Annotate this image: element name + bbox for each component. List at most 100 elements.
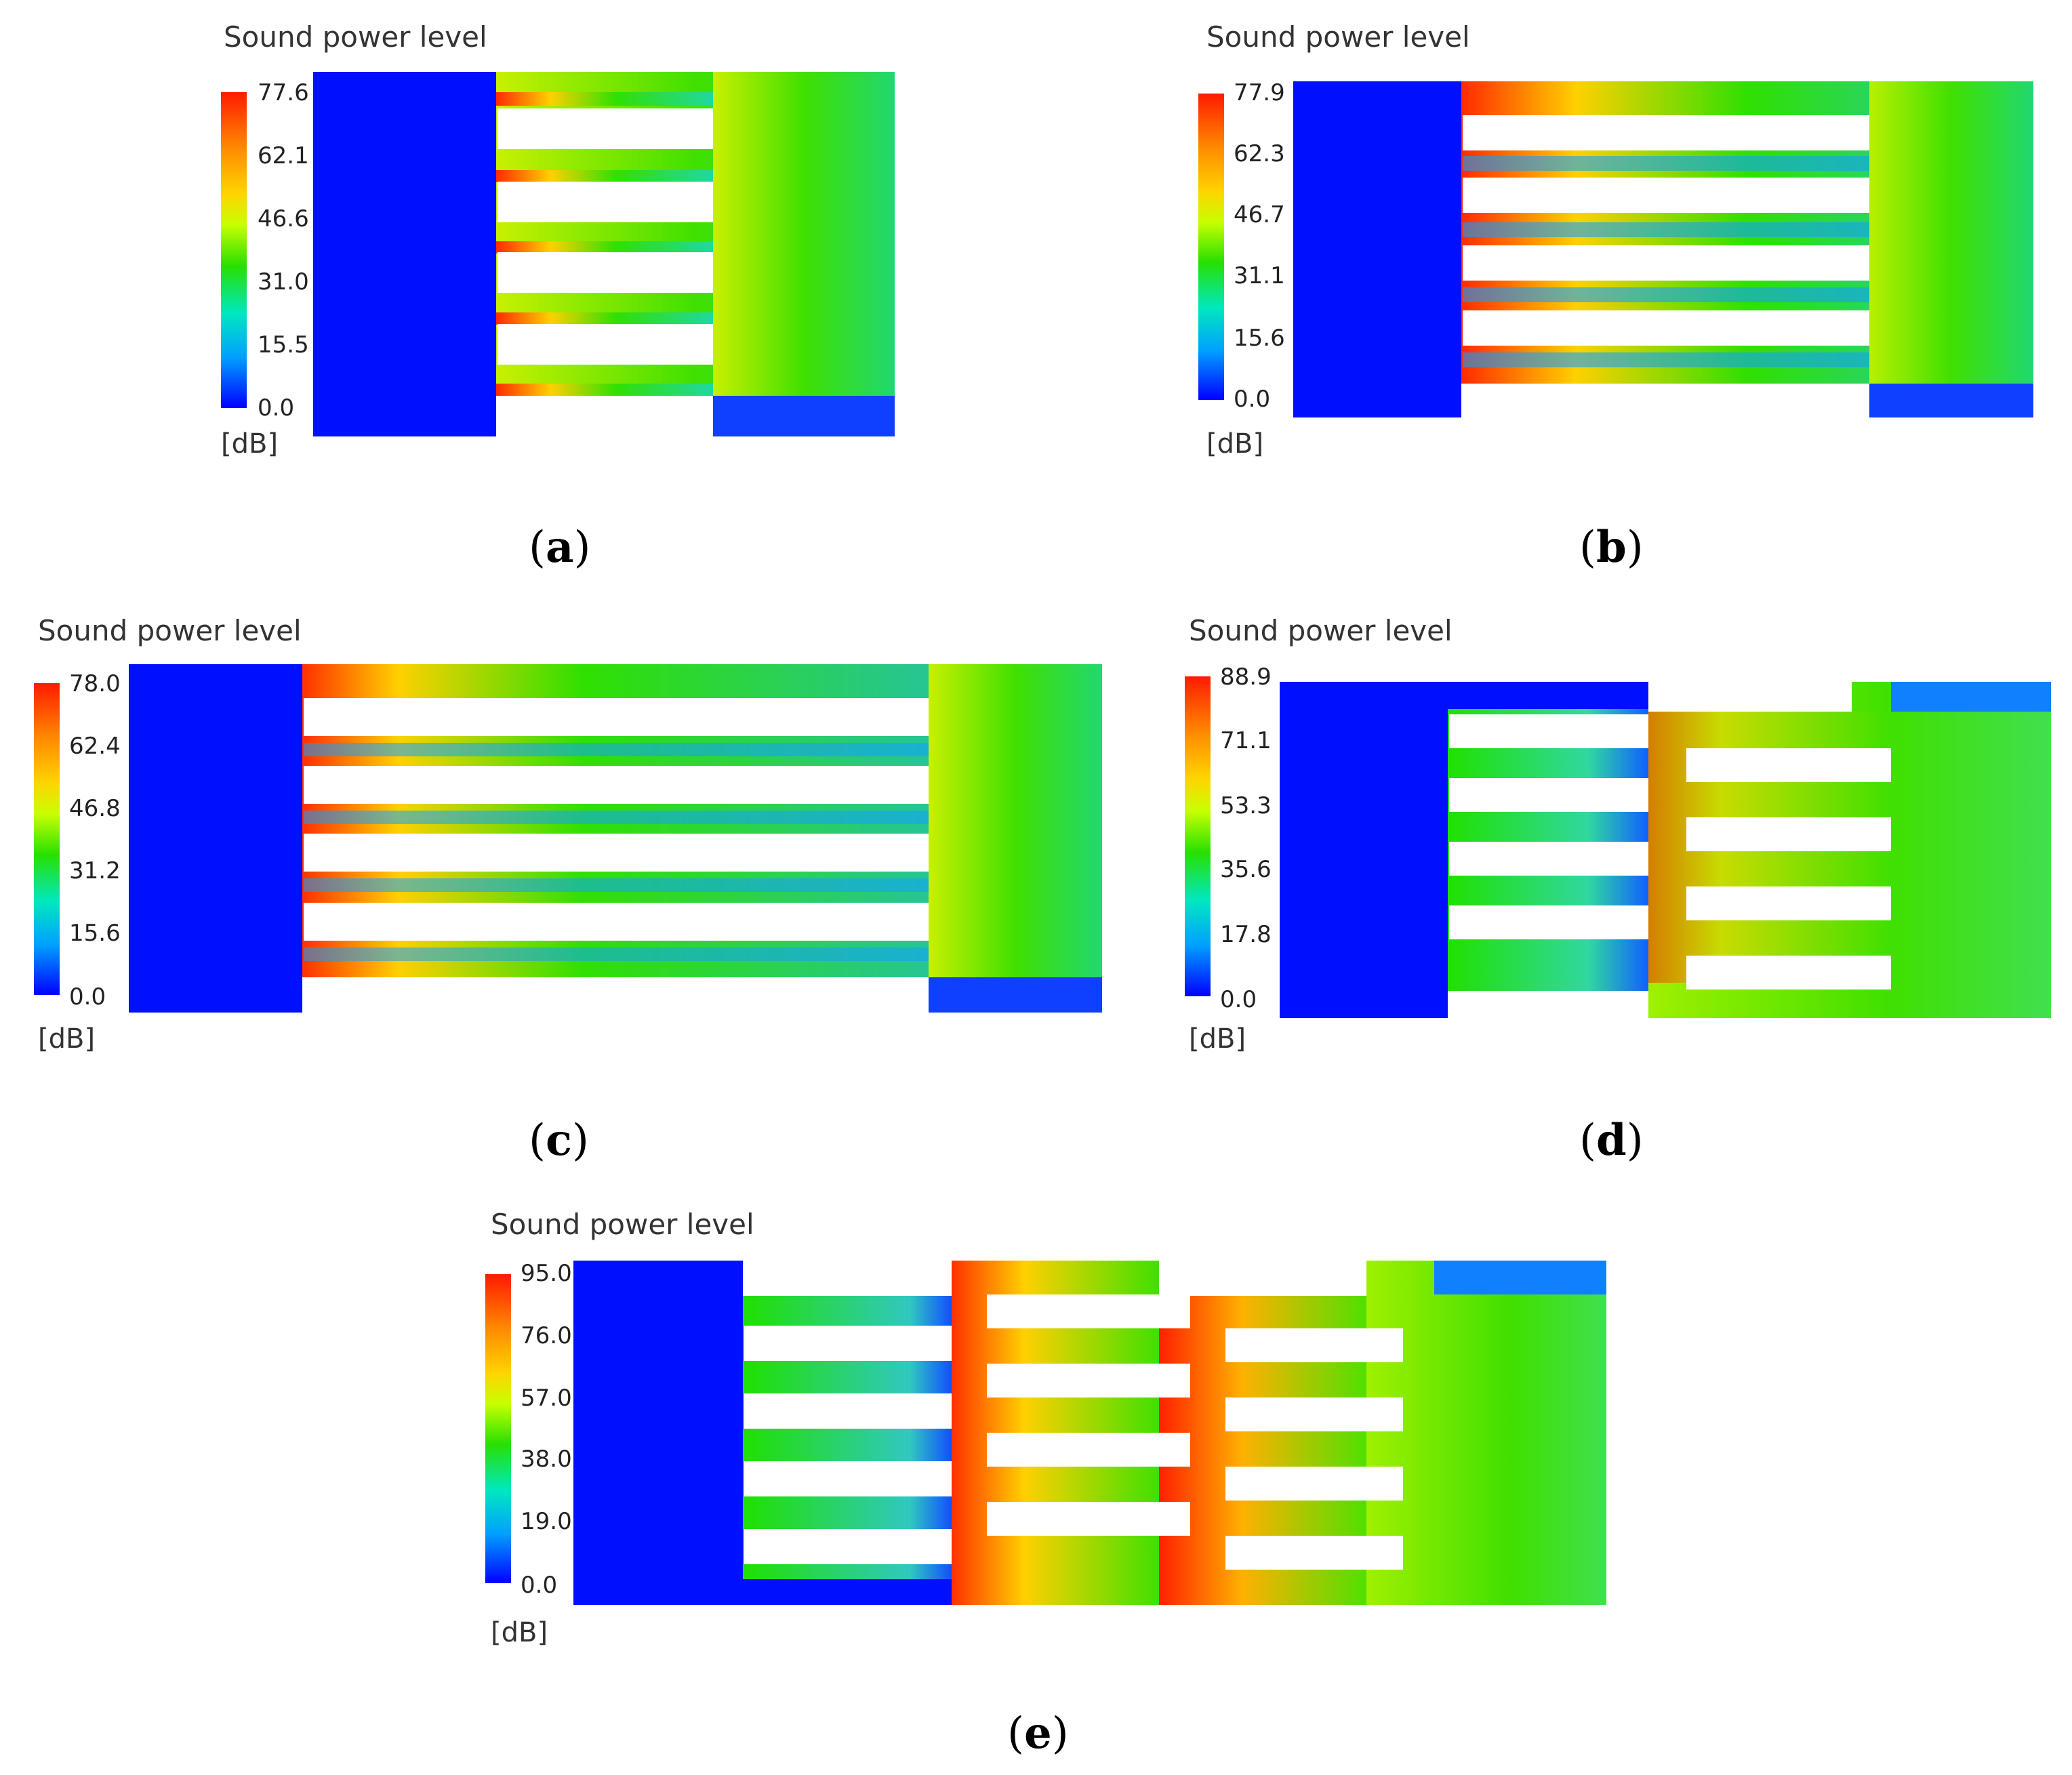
- panel-c-tick-5: 0.0: [69, 983, 106, 1011]
- panel-b-wake: [1463, 287, 1869, 302]
- panel-a-tick-4: 15.5: [258, 331, 309, 359]
- panel-a-outlet-corner: [713, 396, 895, 436]
- panel-d-unit: [dB]: [1189, 1023, 1246, 1055]
- panel-d-tick-3: 35.6: [1220, 856, 1272, 883]
- panel-d-tick-0: 88.9: [1220, 664, 1272, 691]
- panel-c-tick-1: 62.4: [69, 733, 121, 760]
- panel-a-title: Sound power level: [224, 20, 487, 54]
- panel-e-title: Sound power level: [491, 1208, 754, 1241]
- panel-d-tick-1: 71.1: [1220, 727, 1272, 754]
- panel-d-plate: [1449, 905, 1648, 939]
- panel-c-tick-4: 15.6: [69, 920, 121, 947]
- panel-d-tick-2: 53.3: [1220, 792, 1272, 819]
- panel-e-plate: [987, 1502, 1190, 1536]
- panel-a-inlet: [313, 72, 496, 436]
- panel-d-outlet-corner: [1891, 682, 2051, 712]
- panel-b-outlet: [1869, 81, 2033, 417]
- panel-b-tick-2: 46.7: [1234, 201, 1285, 228]
- panel-e-plate: [1225, 1467, 1403, 1501]
- panel-c-caption: (c): [529, 1115, 589, 1166]
- panel-c-plate: [304, 698, 929, 736]
- panel-d-caption: (d): [1579, 1115, 1644, 1166]
- panel-b-tick-3: 31.1: [1234, 262, 1285, 289]
- panel-d-title: Sound power level: [1189, 614, 1453, 647]
- panel-b-wake: [1463, 352, 1869, 367]
- panel-c-tick-0: 78.0: [69, 670, 121, 697]
- panel-e-plate: [744, 1461, 952, 1496]
- panel-b-outlet-corner: [1869, 384, 2033, 417]
- panel-b-caption: (b): [1579, 522, 1644, 573]
- panel-e-tick-2: 57.0: [521, 1385, 572, 1412]
- panel-d-plate: [1686, 748, 1891, 782]
- panel-c-outlet: [929, 664, 1102, 1013]
- panel-e-plate: [744, 1393, 952, 1429]
- panel-d-plate: [1686, 956, 1891, 989]
- panel-b-tick-1: 62.3: [1234, 140, 1285, 167]
- panel-b-plate: [1463, 178, 1869, 213]
- panel-c-plate: [304, 766, 929, 804]
- panel-b-title: Sound power level: [1206, 20, 1470, 54]
- panel-a-jet: [496, 312, 713, 325]
- panel-e-tick-0: 95.0: [521, 1260, 572, 1287]
- panel-a-field: [313, 72, 895, 436]
- panel-e-plate: [987, 1294, 1190, 1328]
- panel-e-plate: [1225, 1536, 1403, 1570]
- panel-c-tick-2: 46.8: [69, 795, 121, 822]
- panel-b-plate: [1463, 245, 1869, 281]
- panel-e-caption: (e): [1007, 1708, 1069, 1759]
- panel-c-colorbar: [34, 683, 60, 995]
- panel-b-wake: [1463, 222, 1869, 237]
- panel-a-outlet: [713, 72, 895, 436]
- panel-a-plate: [497, 252, 713, 293]
- panel-c-wake: [304, 743, 929, 756]
- panel-e-plate: [987, 1433, 1190, 1467]
- panel-c-plate: [304, 834, 929, 872]
- panel-a-tick-5: 0.0: [258, 394, 295, 422]
- panel-e-plate: [744, 1529, 952, 1564]
- panel-d-passage-2-top: [1648, 682, 1852, 712]
- panel-a-jet: [496, 241, 713, 253]
- panel-a-caption: (a): [529, 522, 591, 573]
- panel-b-plate: [1463, 310, 1869, 346]
- panel-e-colorbar: [485, 1274, 511, 1583]
- panel-c-wake: [304, 811, 929, 824]
- panel-c-inlet: [129, 664, 302, 1013]
- panel-e-unit: [dB]: [491, 1617, 548, 1648]
- panel-e-field: [573, 1261, 1606, 1605]
- panel-d-passage-1-top: [1448, 682, 1648, 709]
- panel-a-plate: [497, 108, 713, 149]
- panel-a-tick-1: 62.1: [258, 142, 309, 169]
- panel-b-tick-5: 0.0: [1234, 386, 1271, 413]
- panel-d-colorbar: [1185, 676, 1211, 996]
- panel-e-tick-3: 38.0: [521, 1446, 572, 1473]
- panel-a-plate: [497, 182, 713, 222]
- panel-a-jet: [496, 384, 713, 396]
- panel-b-plate: [1463, 115, 1869, 150]
- panel-a-tick-3: 31.0: [258, 268, 309, 295]
- panel-d-field: [1280, 682, 2051, 1018]
- panel-a-jet: [496, 92, 713, 106]
- panel-d-plate: [1449, 714, 1648, 748]
- panel-d-tick-4: 17.8: [1220, 921, 1272, 948]
- panel-c-tick-3: 31.2: [69, 857, 121, 884]
- panel-e-plate: [744, 1326, 952, 1361]
- panel-c-field: [129, 664, 1102, 1013]
- panel-d-plate: [1686, 886, 1891, 920]
- panel-e-plate: [1225, 1328, 1403, 1362]
- panel-b-tick-4: 15.6: [1234, 325, 1285, 352]
- panel-b-unit: [dB]: [1206, 428, 1264, 460]
- panel-c-wake: [304, 947, 929, 961]
- panel-b-colorbar: [1198, 94, 1224, 400]
- panel-e-plate: [987, 1364, 1190, 1397]
- panel-e-outlet-corner: [1434, 1261, 1606, 1294]
- panel-d-tick-5: 0.0: [1220, 986, 1257, 1013]
- panel-e-outlet: [1366, 1261, 1606, 1605]
- panel-e-passage-1-bottom: [743, 1579, 952, 1605]
- panel-c-plate: [304, 903, 929, 941]
- panel-a-colorbar: [221, 92, 247, 408]
- panel-e-plate: [1225, 1397, 1403, 1431]
- panel-e-tick-5: 0.0: [521, 1572, 558, 1599]
- panel-d-inlet: [1280, 682, 1448, 1018]
- panel-e-tick-4: 19.0: [521, 1508, 572, 1535]
- panel-b-tick-0: 77.9: [1234, 79, 1285, 106]
